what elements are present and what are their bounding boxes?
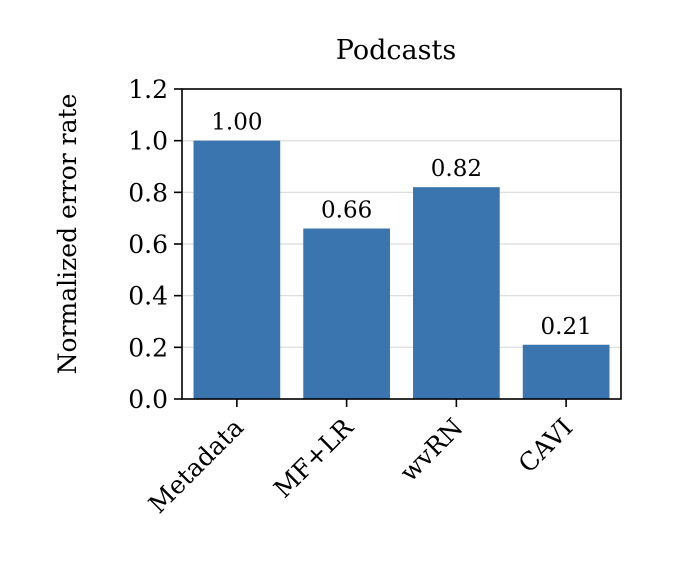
bar-wvrn bbox=[413, 187, 500, 399]
x-axis-ticks: Metadata MF+LR wvRN CAVI bbox=[143, 399, 578, 519]
bar-value-label: 0.82 bbox=[431, 156, 482, 182]
y-axis-ticks: 0.0 0.2 0.4 0.6 0.8 1.0 1.2 bbox=[128, 75, 182, 414]
bar-value-label: 0.21 bbox=[541, 314, 592, 340]
y-tick-label: 1.2 bbox=[128, 75, 168, 104]
bars bbox=[193, 140, 610, 399]
bar-mf-lr bbox=[303, 228, 390, 399]
bar-metadata bbox=[193, 140, 281, 399]
y-tick-label: 0.4 bbox=[128, 282, 168, 311]
x-tick-label: CAVI bbox=[513, 413, 579, 479]
x-tick-label: wvRN bbox=[394, 413, 468, 487]
y-tick-label: 0.0 bbox=[128, 385, 168, 414]
y-tick-label: 0.8 bbox=[128, 178, 168, 207]
bar-value-label: 0.66 bbox=[321, 198, 372, 224]
value-labels: 1.00 0.66 0.82 0.21 bbox=[211, 110, 591, 340]
y-tick-label: 1.0 bbox=[128, 127, 168, 156]
y-tick-label: 0.6 bbox=[128, 230, 168, 259]
x-tick-label: Metadata bbox=[143, 413, 249, 519]
x-tick-label: MF+LR bbox=[268, 412, 360, 504]
y-tick-label: 0.2 bbox=[128, 333, 168, 362]
bar-value-label: 1.00 bbox=[211, 110, 262, 136]
chart-title: Podcasts bbox=[336, 35, 456, 66]
y-axis-label: Normalized error rate bbox=[53, 94, 82, 375]
bar-cavi bbox=[522, 344, 610, 399]
